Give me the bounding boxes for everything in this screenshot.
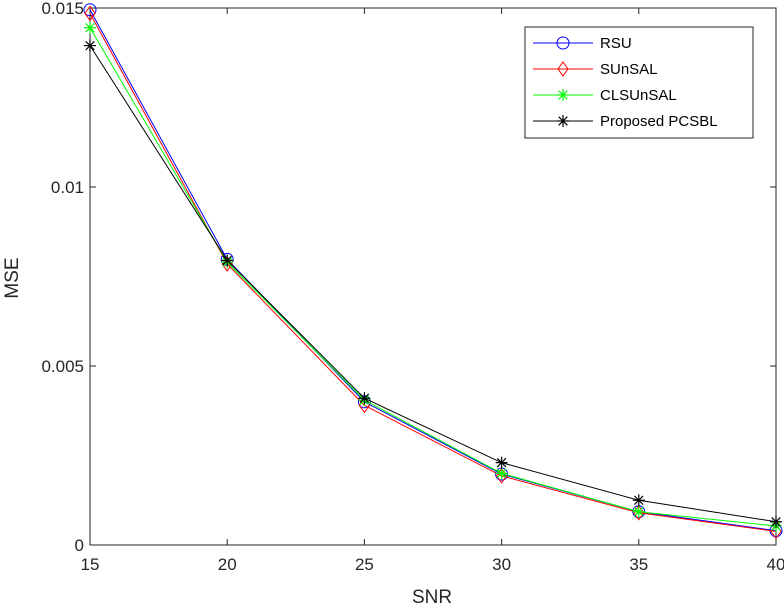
asterisk-stroke — [496, 457, 507, 468]
legend-marker — [556, 36, 570, 50]
asterisk-stroke — [558, 90, 568, 100]
asterisk-stroke — [85, 40, 95, 51]
legend-label: RSU — [600, 35, 632, 52]
y-tick-label: 0.005 — [41, 357, 84, 376]
legend: RSU SUnSAL CLSUnSAL Proposed PCSBL — [524, 26, 754, 139]
asterisk-stroke — [496, 468, 507, 479]
asterisk-stroke — [359, 393, 370, 403]
circle-marker — [83, 3, 97, 17]
diamond-marker — [557, 61, 569, 77]
legend-entry: CLSUnSAL — [533, 87, 677, 104]
series-line — [89, 9, 777, 532]
diamond-marker — [84, 5, 96, 22]
data-point — [84, 5, 96, 22]
legend-label: Proposed PCSBL — [600, 113, 718, 130]
asterisk-stroke — [771, 516, 781, 527]
data-point — [495, 456, 508, 469]
x-tick-label: 15 — [81, 555, 100, 574]
data-point — [221, 254, 234, 267]
data-point — [770, 515, 782, 528]
legend-label: CLSUnSAL — [600, 87, 677, 104]
legend-label: SUnSAL — [600, 61, 658, 78]
circle-marker — [556, 36, 570, 50]
legend-entry: Proposed PCSBL — [533, 113, 718, 130]
asterisk-stroke — [558, 116, 568, 126]
data-point — [495, 467, 508, 480]
series-layer — [83, 3, 783, 540]
axes: 15 20 25 30 35 40 0 0.005 0.01 0.015 — [41, 0, 784, 574]
y-tick-label: 0.01 — [51, 178, 84, 197]
data-point — [83, 3, 97, 17]
data-point — [632, 494, 645, 507]
data-point — [358, 392, 371, 405]
series-proposed-pcsbl — [84, 39, 782, 528]
asterisk-stroke — [634, 495, 644, 505]
data-point — [84, 21, 96, 34]
x-tick-label: 25 — [355, 555, 374, 574]
legend-marker — [557, 89, 569, 101]
asterisk-stroke — [634, 506, 644, 517]
asterisk-stroke — [85, 22, 95, 33]
legend-entry: RSU — [533, 35, 632, 52]
y-tick-label: 0 — [75, 536, 84, 555]
data-point — [632, 505, 645, 518]
x-axis-label: SNR — [412, 587, 452, 608]
legend-marker — [557, 115, 569, 127]
asterisk-stroke — [222, 255, 232, 266]
x-tick-label: 20 — [218, 555, 237, 574]
data-point — [84, 39, 96, 52]
x-tick-label: 40 — [767, 555, 784, 574]
x-tick-label: 30 — [492, 555, 511, 574]
x-tick-label: 35 — [629, 555, 648, 574]
y-axis-label: MSE — [2, 257, 23, 298]
y-tick-label: 0.015 — [41, 0, 84, 18]
series-line — [89, 45, 777, 523]
legend-marker — [557, 61, 569, 77]
series-line — [89, 27, 777, 527]
legend-entry: SUnSAL — [533, 61, 658, 78]
